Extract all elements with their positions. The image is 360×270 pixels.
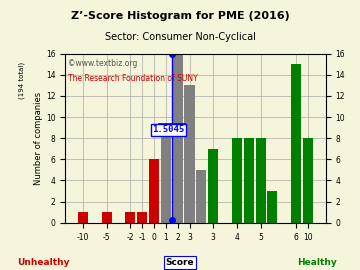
Text: Z’-Score Histogram for PME (2016): Z’-Score Histogram for PME (2016)	[71, 11, 289, 21]
Text: Sector: Consumer Non-Cyclical: Sector: Consumer Non-Cyclical	[104, 32, 256, 42]
Text: ©www.textbiz.org: ©www.textbiz.org	[68, 59, 137, 68]
Text: 1.5045: 1.5045	[152, 125, 184, 134]
Text: (194 total): (194 total)	[18, 62, 25, 99]
Bar	[196, 170, 206, 223]
Bar	[102, 212, 112, 223]
Text: Healthy: Healthy	[297, 258, 337, 267]
Y-axis label: Number of companies: Number of companies	[34, 92, 43, 185]
Bar	[244, 138, 254, 223]
Bar	[303, 138, 313, 223]
Bar	[267, 191, 278, 223]
Bar	[125, 212, 135, 223]
Bar	[137, 212, 147, 223]
Text: Score: Score	[166, 258, 194, 267]
Bar	[161, 128, 171, 223]
Bar	[173, 54, 183, 223]
Bar	[232, 138, 242, 223]
Text: Unhealthy: Unhealthy	[17, 258, 69, 267]
Bar	[78, 212, 88, 223]
Bar	[208, 149, 218, 223]
Text: The Research Foundation of SUNY: The Research Foundation of SUNY	[68, 74, 198, 83]
Bar	[256, 138, 266, 223]
Bar	[149, 159, 159, 223]
Bar	[184, 85, 194, 223]
Bar	[291, 64, 301, 223]
